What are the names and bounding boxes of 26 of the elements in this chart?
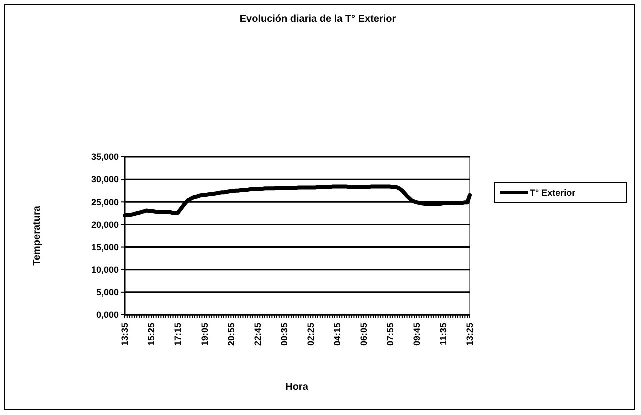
x-tick-label: 09:45 [412, 323, 422, 346]
y-tick-label: 15,000 [91, 242, 119, 252]
y-tick-label: 35,000 [91, 152, 119, 162]
x-tick-label: 17:15 [173, 323, 184, 346]
x-tick-label: 20:55 [226, 323, 236, 346]
y-tick-label: 10,000 [91, 265, 119, 276]
x-axis-title: Hora [286, 382, 309, 393]
x-tick-label: 07:55 [386, 323, 396, 346]
x-tick-label: 06:05 [358, 323, 369, 346]
x-tick-label: 13:25 [465, 323, 476, 346]
y-tick-label: 5,000 [96, 288, 119, 298]
x-tick-label: 22:45 [252, 323, 263, 346]
legend-label: T° Exterior [530, 188, 576, 198]
x-tick-label: 15:25 [146, 323, 157, 346]
y-tick-label: 20,000 [91, 220, 119, 230]
x-tick-label: 13:35 [120, 323, 130, 346]
x-tick-label: 02:25 [306, 323, 316, 346]
y-axis-title: Temperatura [32, 206, 43, 266]
x-tick-label: 04:15 [332, 323, 342, 346]
y-tick-label: 0,000 [96, 310, 119, 320]
y-tick-label: 25,000 [91, 197, 119, 208]
x-tick-label: 00:35 [279, 323, 290, 346]
x-tick-label: 19:05 [200, 323, 210, 346]
y-tick-label: 30,000 [91, 174, 119, 185]
chart-title: Evolución diaria de la T° Exterior [240, 14, 396, 25]
x-tick-label: 11:35 [438, 323, 449, 346]
